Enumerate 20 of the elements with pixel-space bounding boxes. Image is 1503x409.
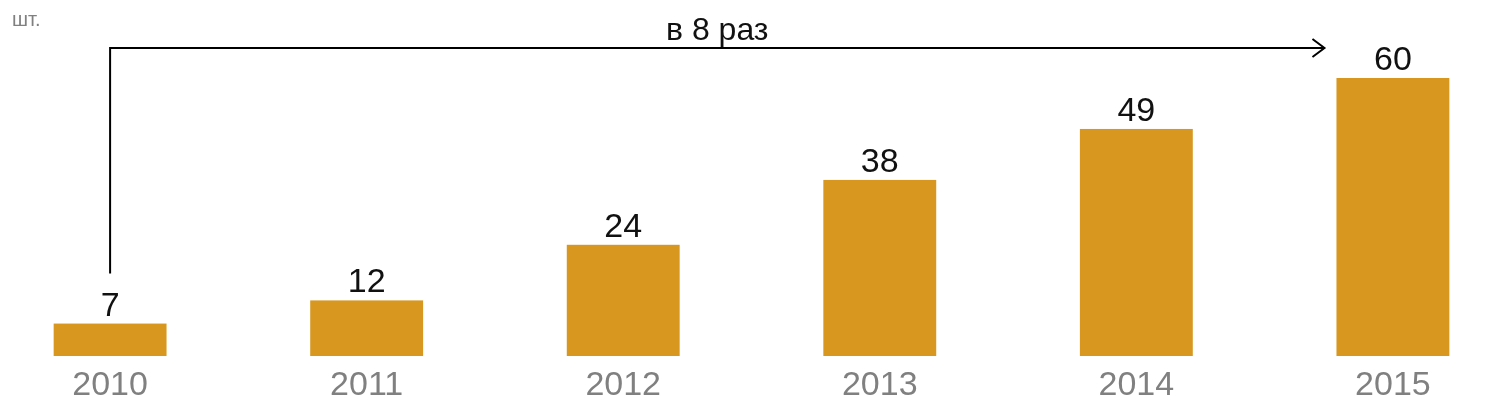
x-tick-label: 2014 bbox=[1098, 364, 1175, 402]
x-tick-label: 2012 bbox=[585, 364, 662, 402]
data-label: 60 bbox=[1373, 39, 1412, 77]
data-label: 24 bbox=[604, 205, 643, 244]
data-label: 12 bbox=[347, 261, 386, 300]
y-axis-title: шт. bbox=[12, 8, 41, 30]
bar bbox=[1336, 78, 1450, 356]
bar bbox=[566, 244, 680, 356]
bar bbox=[53, 323, 167, 356]
x-tick-label: 2011 bbox=[330, 364, 404, 402]
x-tick-label: 2015 bbox=[1355, 364, 1431, 402]
data-label: 7 bbox=[100, 284, 120, 323]
x-tick-label: 2013 bbox=[841, 364, 918, 402]
bar bbox=[823, 179, 937, 356]
x-tick-label: 2010 bbox=[72, 364, 148, 402]
data-label: 49 bbox=[1117, 89, 1156, 128]
bar bbox=[310, 300, 424, 356]
data-label: 38 bbox=[860, 140, 899, 179]
text: в 8 раз bbox=[666, 11, 769, 47]
bar bbox=[1079, 128, 1193, 356]
